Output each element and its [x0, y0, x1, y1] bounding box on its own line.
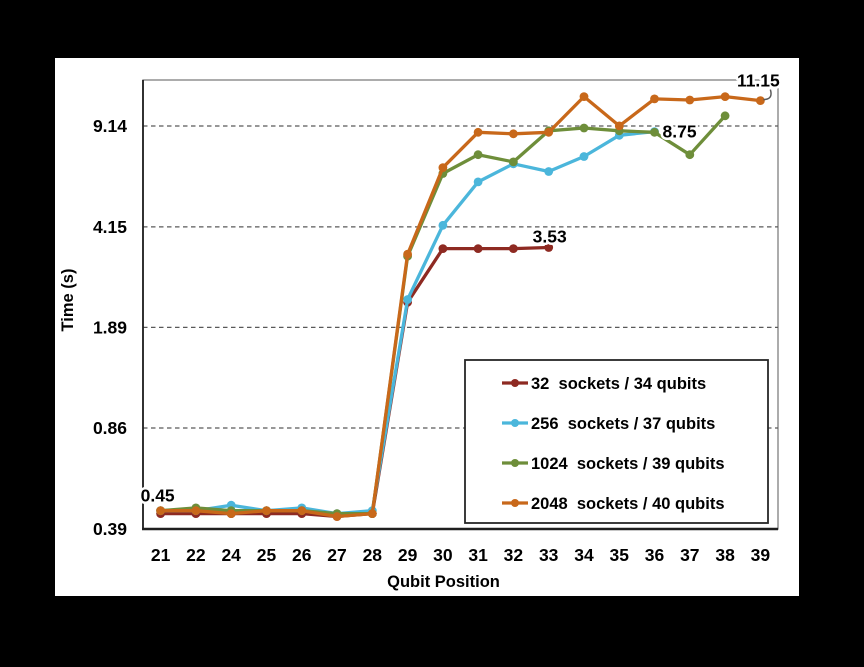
data-label: 8.75 [663, 122, 697, 142]
data-point-marker [438, 163, 448, 173]
x-tick-label: 36 [645, 545, 665, 565]
data-point-marker [332, 512, 342, 521]
y-tick-label: 0.86 [93, 418, 127, 438]
legend-item-0: 32 sockets / 34 qubits [502, 375, 706, 393]
series-group [156, 92, 765, 521]
data-point-marker [403, 295, 412, 304]
data-label: 0.45 [141, 486, 175, 506]
x-tick-label: 35 [610, 545, 630, 565]
legend: 32 sockets / 34 qubits 256 sockets / 37 q… [464, 359, 769, 524]
data-label: 3.53 [533, 227, 567, 247]
data-point-marker [473, 127, 483, 137]
x-tick-label: 39 [751, 545, 771, 565]
data-point-marker [579, 123, 589, 133]
legend-label: 32 sockets / 34 qubits [531, 375, 706, 393]
data-point-marker [720, 111, 730, 121]
legend-label: 1024 sockets / 39 qubits [531, 455, 725, 473]
x-tick-label: 26 [292, 545, 312, 565]
x-tick-label: 31 [468, 545, 488, 565]
data-point-marker [544, 167, 554, 176]
legend-label: 2048 sockets / 40 qubits [531, 495, 725, 513]
data-point-marker [297, 506, 307, 516]
x-tick-label: 32 [504, 545, 524, 565]
data-point-marker [473, 150, 483, 160]
y-tick-label: 1.89 [93, 317, 127, 337]
y-axis-title: Time (s) [59, 269, 77, 332]
x-axis-tick-labels: 21 22 24 25 26 27 28 29 30 31 32 33 34 35 36 37 38 39 [151, 545, 770, 565]
x-tick-label: 37 [680, 545, 699, 565]
x-tick-label: 33 [539, 545, 559, 565]
x-tick-label: 24 [221, 545, 241, 565]
data-point-marker [579, 152, 589, 161]
x-tick-label: 27 [327, 545, 346, 565]
data-point-marker [403, 249, 412, 259]
data-point-marker [226, 509, 236, 518]
data-labels: 0.45 3.53 8.75 11.15 [138, 68, 782, 508]
x-tick-label: 21 [151, 545, 171, 565]
data-point-marker [156, 506, 166, 516]
data-point-marker [438, 220, 448, 230]
legend-label: 256 sockets / 37 qubits [531, 415, 715, 433]
data-point-marker [650, 94, 659, 104]
data-point-marker [473, 244, 483, 254]
data-point-marker [685, 95, 695, 105]
legend-box [464, 359, 769, 524]
series-line [158, 94, 763, 519]
data-point-marker [579, 92, 589, 101]
x-tick-label: 25 [257, 545, 277, 565]
data-point-marker [438, 244, 448, 254]
data-point-marker [614, 121, 624, 131]
x-tick-label: 34 [574, 545, 594, 565]
y-tick-label: 0.39 [93, 519, 127, 539]
x-tick-label: 29 [398, 545, 418, 565]
x-tick-label: 38 [715, 545, 735, 565]
legend-item-2: 1024 sockets / 39 qubits [502, 455, 725, 473]
x-tick-label: 30 [433, 545, 453, 565]
y-tick-label: 9.14 [93, 116, 127, 136]
data-point-marker [262, 506, 271, 516]
x-tick-label: 28 [363, 545, 383, 565]
data-point-marker [473, 177, 483, 187]
y-axis-tick-labels: 9.14 4.15 1.89 0.86 0.39 [93, 116, 127, 539]
x-tick-label: 22 [186, 545, 206, 565]
data-point-marker [544, 127, 554, 137]
data-point-marker [509, 244, 518, 254]
data-point-marker [367, 509, 377, 518]
data-point-marker [509, 129, 518, 139]
series-3 [156, 92, 765, 521]
x-axis-title: Qubit Position [387, 573, 500, 591]
data-point-marker [191, 506, 201, 516]
data-point-marker [544, 243, 554, 252]
legend-marker [511, 499, 519, 507]
data-label: 11.15 [737, 71, 780, 91]
legend-marker [511, 419, 519, 427]
legend-marker [511, 379, 519, 387]
data-point-marker [650, 127, 659, 137]
data-point-marker [509, 157, 518, 167]
data-point-marker [685, 150, 695, 160]
legend-item-1: 256 sockets / 37 qubits [502, 415, 715, 433]
data-point-marker [756, 96, 765, 105]
y-tick-label: 4.15 [93, 217, 127, 237]
legend-item-3: 2048 sockets / 40 qubits [502, 495, 725, 513]
label-leader-line [763, 89, 772, 101]
legend-marker [511, 459, 519, 467]
data-point-marker [720, 92, 730, 101]
